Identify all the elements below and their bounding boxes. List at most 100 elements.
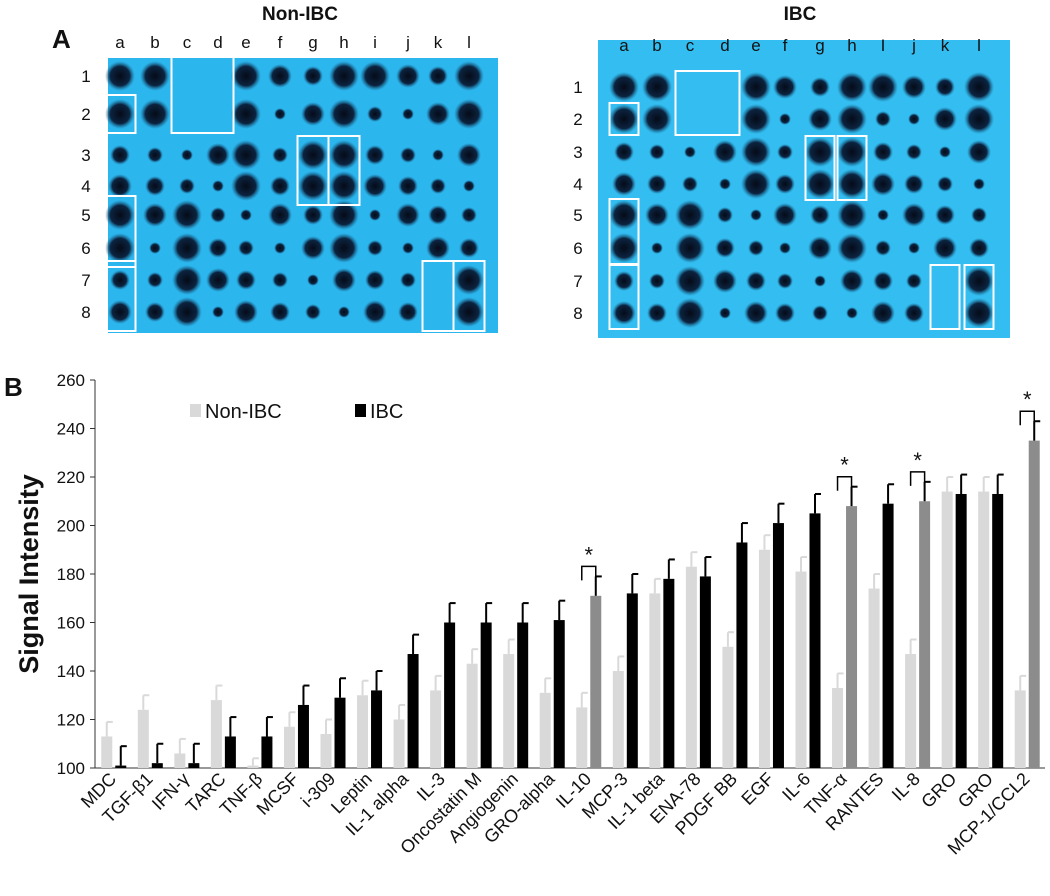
array-spot xyxy=(367,240,383,256)
x-tick-label: GRO xyxy=(917,769,960,812)
array-spot xyxy=(234,300,258,324)
bar xyxy=(393,719,405,768)
bar xyxy=(612,671,624,768)
column-label: c xyxy=(183,33,192,52)
row-label: 5 xyxy=(573,206,582,225)
legend-label: Non-IBC xyxy=(205,401,282,423)
bar xyxy=(941,491,953,768)
array-spot xyxy=(837,169,867,199)
array-spot xyxy=(459,238,479,258)
array-spot xyxy=(779,242,791,254)
array-spot xyxy=(454,99,484,129)
column-label: d xyxy=(213,33,222,52)
y-tick-label: 220 xyxy=(57,468,85,487)
array-spot xyxy=(649,144,665,160)
array-spot xyxy=(840,269,864,293)
array-spot xyxy=(274,108,286,120)
array-spot xyxy=(212,180,224,192)
array-spot xyxy=(426,102,450,126)
row-label: 6 xyxy=(573,239,582,258)
array-spot xyxy=(614,142,634,162)
array-spot xyxy=(873,142,893,162)
row-label: 7 xyxy=(573,272,582,291)
row-label: 4 xyxy=(573,175,582,194)
column-label: k xyxy=(941,36,950,55)
array-spot xyxy=(149,242,161,254)
array-spot xyxy=(642,104,672,134)
array-spot xyxy=(181,149,193,161)
highlight-box xyxy=(674,70,741,136)
column-label: I xyxy=(881,36,886,55)
array-spot xyxy=(365,270,385,290)
array-spot xyxy=(719,307,731,319)
array-spot xyxy=(454,265,484,295)
bar xyxy=(722,646,734,768)
array-spot xyxy=(812,305,828,321)
array-spot xyxy=(675,200,705,230)
bar xyxy=(955,493,967,768)
array-spot xyxy=(973,178,985,190)
array-spot xyxy=(240,209,252,221)
y-tick-label: 120 xyxy=(57,711,85,730)
column-label: a xyxy=(619,36,629,55)
array-spot xyxy=(402,242,414,254)
array-spot xyxy=(305,304,321,320)
array-spot xyxy=(369,209,381,221)
column-label: b xyxy=(652,36,661,55)
array-spot xyxy=(775,303,795,323)
array-spot xyxy=(338,306,350,318)
array-spot xyxy=(400,272,416,288)
array-spot xyxy=(750,209,762,221)
row-label: 7 xyxy=(81,271,90,290)
array-spot xyxy=(108,174,132,198)
bar xyxy=(1014,690,1026,768)
array-spot xyxy=(744,301,768,325)
array-spot xyxy=(609,200,639,230)
array-spot xyxy=(172,233,202,263)
row-label: 5 xyxy=(81,206,90,225)
array-spot xyxy=(713,269,737,293)
array-spot xyxy=(837,200,867,230)
array-spot xyxy=(746,271,766,291)
column-label: c xyxy=(686,36,695,55)
array-spot xyxy=(906,144,922,160)
array-spot xyxy=(301,236,325,260)
column-label: j xyxy=(405,33,410,52)
array-spot xyxy=(675,233,705,263)
array-spot xyxy=(908,113,920,125)
bar xyxy=(553,620,565,768)
array-spot xyxy=(877,209,889,221)
column-label: j xyxy=(911,36,916,55)
highlight-box xyxy=(103,195,137,268)
array-spot xyxy=(332,268,356,292)
array-spot xyxy=(933,236,957,260)
bar xyxy=(101,736,113,768)
array-spot xyxy=(428,205,448,225)
array-spot xyxy=(933,107,957,131)
array-spot xyxy=(651,242,663,254)
column-label: h xyxy=(339,33,348,52)
column-label: h xyxy=(847,36,856,55)
column-label: e xyxy=(751,36,760,55)
array-spot xyxy=(902,203,926,227)
bar xyxy=(649,593,661,768)
column-label: g xyxy=(308,33,317,52)
row-label: 6 xyxy=(81,239,90,258)
bar xyxy=(699,576,711,768)
bar xyxy=(590,595,602,768)
array-spot xyxy=(871,172,895,196)
array-spot xyxy=(463,180,475,192)
array-spot xyxy=(777,273,793,289)
highlight-box xyxy=(963,264,995,330)
array-spot xyxy=(837,233,867,263)
bar xyxy=(992,493,1004,768)
bar xyxy=(919,501,931,768)
array-spot xyxy=(147,147,163,163)
highlight-box xyxy=(608,264,640,330)
highlight-box xyxy=(929,264,961,330)
bar xyxy=(283,726,295,768)
array-spot xyxy=(684,146,696,158)
array-spot xyxy=(454,61,484,91)
column-label: k xyxy=(434,33,443,52)
array-spot xyxy=(179,178,195,194)
